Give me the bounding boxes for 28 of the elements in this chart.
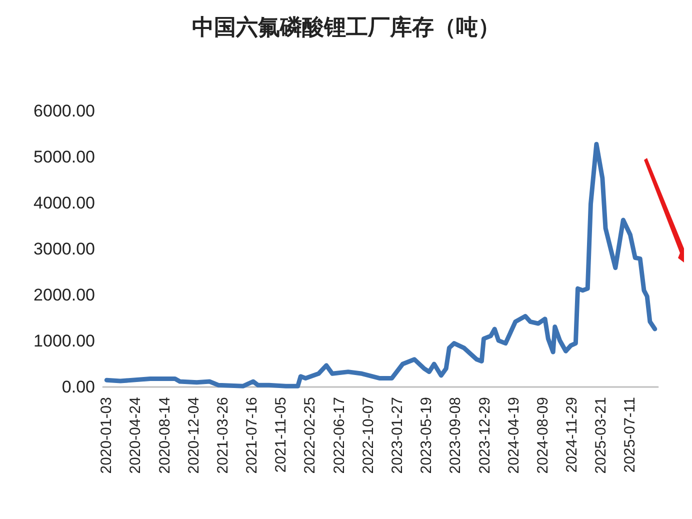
chart-title: 中国六氟磷酸锂工厂库存（吨） bbox=[192, 14, 500, 40]
x-tick-label: 2022-02-25 bbox=[302, 397, 319, 474]
x-tick-label: 2024-08-09 bbox=[534, 397, 552, 474]
y-tick-label: 4000.00 bbox=[34, 194, 95, 212]
y-tick-label: 1000.00 bbox=[34, 332, 95, 350]
y-tick-label: 2000.00 bbox=[34, 286, 95, 304]
x-tick-label: 2023-05-19 bbox=[418, 397, 436, 474]
x-tick-label: 2020-04-24 bbox=[127, 397, 144, 474]
line-series bbox=[104, 142, 658, 388]
y-tick-label: 0.00 bbox=[62, 378, 95, 396]
x-tick-label: 2022-10-07 bbox=[360, 397, 377, 474]
x-tick-label: 2023-01-27 bbox=[389, 397, 406, 474]
x-tick-label: 2024-04-19 bbox=[505, 397, 522, 474]
x-tick-label: 2021-03-26 bbox=[214, 397, 232, 474]
y-tick-label: 6000.00 bbox=[34, 102, 95, 120]
y-tick-label: 3000.00 bbox=[34, 240, 95, 258]
x-tick-label: 2025-07-11 bbox=[622, 397, 639, 473]
x-tick-label: 2025-03-21 bbox=[592, 397, 610, 474]
x-tick-label: 2021-11-05 bbox=[272, 397, 290, 473]
x-tick-label: 2020-01-03 bbox=[98, 397, 116, 474]
x-tick-label: 2020-08-14 bbox=[156, 397, 174, 474]
x-tick-label: 2023-09-08 bbox=[447, 397, 464, 474]
y-tick-label: 5000.00 bbox=[34, 148, 95, 166]
x-tick-label: 2024-11-29 bbox=[564, 397, 581, 473]
x-tick-label: 2023-12-29 bbox=[476, 397, 494, 474]
x-tick-label: 2021-07-16 bbox=[244, 397, 261, 474]
x-tick-label: 2022-06-17 bbox=[330, 397, 348, 474]
x-tick-label: 2020-12-04 bbox=[185, 397, 202, 474]
